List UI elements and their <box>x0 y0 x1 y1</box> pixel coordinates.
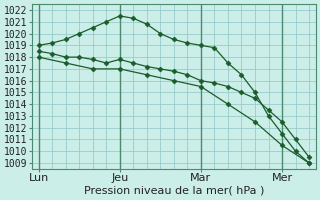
X-axis label: Pression niveau de la mer( hPa ): Pression niveau de la mer( hPa ) <box>84 186 264 196</box>
